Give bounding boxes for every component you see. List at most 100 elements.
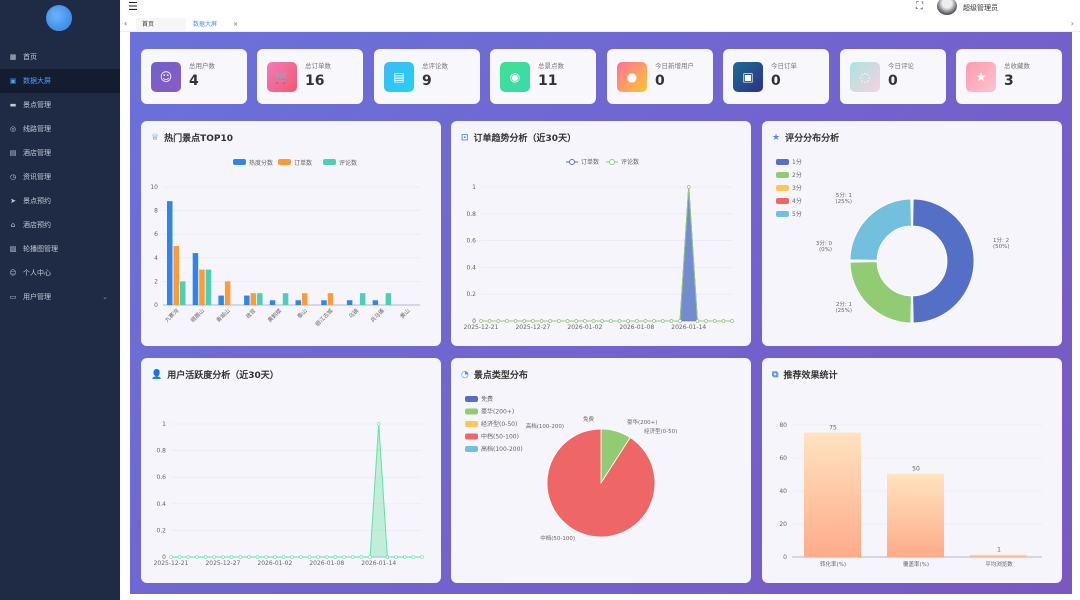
bar: [346, 300, 353, 305]
slice-label: 高档(100-200): [526, 422, 564, 430]
y-tick-label: 0: [472, 318, 476, 325]
tab-dashboard[interactable]: 数据大屏 ×: [187, 18, 241, 31]
pie-slice: [849, 261, 912, 324]
legend-label: 5分: [792, 210, 802, 218]
slice-label: 中档(50-100): [540, 534, 575, 542]
y-tick-label: 20: [779, 521, 787, 528]
y-tick-label: 0.2: [466, 291, 476, 298]
data-point: [583, 319, 587, 323]
legend-swatch: [465, 433, 478, 440]
y-tick-label: 1: [162, 421, 166, 428]
stat-value: 16: [305, 73, 325, 89]
tab-home[interactable]: 首页: [136, 18, 186, 31]
y-tick-label: 0: [162, 554, 166, 561]
legend-label: 2分: [792, 171, 802, 179]
panel-title-text: 热门景点TOP10: [164, 134, 233, 144]
data-point: [221, 555, 225, 559]
username[interactable]: 超级管理员: [963, 4, 998, 12]
sidebar-item-label: 酒店预约: [23, 221, 51, 229]
sidebar-item-label: 首页: [23, 53, 37, 61]
sidebar-item-label: 景点预约: [23, 197, 51, 205]
sidebar-item-10[interactable]: ▭ 用户管理 ⌄: [0, 285, 120, 309]
sidebar-item-label: 轮播图管理: [23, 245, 58, 253]
pie-icon: ◔: [461, 369, 469, 380]
y-tick-label: 0.8: [466, 211, 476, 218]
x-tick-label: 2025-12-27: [515, 324, 550, 331]
data-point: [479, 319, 483, 323]
data-point: [695, 319, 700, 323]
stat-value: 11: [538, 73, 558, 89]
data-point: [591, 319, 596, 323]
grid-icon: ▦: [9, 53, 17, 61]
x-tick-label: 九寨沟: [163, 306, 181, 324]
stat-card: ☺ 总用户数 4: [141, 49, 247, 104]
legend-swatch: [776, 185, 789, 191]
tab-scroll-right-icon[interactable]: ›: [1070, 19, 1074, 28]
sidebar-item-9[interactable]: ☺ 个人中心: [0, 261, 120, 285]
panel-title: ◔ 景点类型分布: [461, 368, 528, 382]
user-icon: ☺: [151, 62, 181, 92]
tab-scroll-left-icon[interactable]: ‹: [124, 19, 128, 28]
bar: [180, 281, 186, 305]
data-point: [669, 319, 674, 323]
data-label: 50: [912, 466, 920, 473]
bar: [321, 300, 327, 305]
sidebar-item-4[interactable]: ▤ 酒店管理: [0, 141, 120, 165]
bag-icon: ▣: [733, 62, 763, 92]
sidebar-item-8[interactable]: ▨ 轮播图管理: [0, 237, 120, 261]
stat-label: 总订单数: [305, 62, 331, 70]
sidebar-item-0[interactable]: ▦ 首页: [0, 45, 120, 69]
panel-top10: ♕ 热门景点TOP10 0 2 4 6 8 10 热度分数 订单数 评论数 九寨沟 峨眉山 青城山 故宫 黄鹤…: [141, 121, 441, 346]
legend-swatch: [465, 446, 478, 452]
bar: [192, 253, 199, 305]
slice-label: 3分: 0: [816, 239, 833, 247]
data-point: [539, 319, 544, 323]
data-point: [351, 555, 355, 559]
sidebar-item-1[interactable]: ▣ 数据大屏: [0, 69, 120, 93]
user-add-icon: ●: [617, 62, 647, 92]
news-icon: ◷: [9, 173, 17, 181]
menu-toggle-icon[interactable]: ☰: [128, 0, 138, 13]
data-point: [609, 319, 613, 323]
panel-rating: ★ 评分分布分析 1分 2分 3分 4分 5分 1分: 2 (50%) 2分: 1 (25%) 3分:…: [762, 121, 1062, 346]
bar: [250, 293, 257, 305]
data-point: [186, 555, 191, 559]
sidebar-nav: ▦ 首页 ▣ 数据大屏 ▬ 景点管理 ◎ 线路管理 ▤ 酒店管理 ◷ 资讯管理 ➤ 景点预约 ⌂ 酒店预约 ▨ 轮…: [0, 45, 120, 309]
bar: [167, 201, 173, 305]
x-tick-label: 兵马俑: [369, 307, 386, 324]
x-tick-label: 2026-01-08: [619, 324, 654, 331]
legend-label: 经济型(0-50): [481, 420, 517, 428]
chart-top10: 0 2 4 6 8 10 热度分数 订单数 评论数九寨沟 峨眉山 青城山 故宫 黄鹤楼 泰山 丽江古城 乌镇兵…: [150, 159, 420, 328]
user-icon: 👤: [151, 369, 163, 380]
chevron-down-icon[interactable]: ⌄: [102, 293, 108, 301]
data-point: [548, 319, 552, 323]
y-tick-label: 1: [472, 184, 476, 191]
bar: [269, 300, 276, 305]
slice-label: 1分: 2: [993, 236, 1009, 244]
slice-label: 豪华(200+): [627, 418, 657, 426]
sidebar-item-2[interactable]: ▬ 景点管理: [0, 93, 120, 117]
stat-value: 9: [422, 73, 432, 89]
slice-label: 5分: 1: [836, 191, 852, 199]
slice-label: 免费: [583, 415, 595, 423]
panel-activity: 👤 用户活跃度分析（近30天） 0 0.2 0.4 0.6 0.8 1 2025-12-21 20…: [141, 358, 441, 583]
data-point: [557, 319, 561, 323]
data-point: [513, 319, 518, 323]
sidebar-item-3[interactable]: ◎ 线路管理: [0, 117, 120, 141]
legend-swatch: [278, 159, 291, 165]
panel-title: ★ 评分分布分析: [772, 131, 839, 145]
sidebar-item-7[interactable]: ⌂ 酒店预约: [0, 213, 120, 237]
fullscreen-icon[interactable]: ⛶: [916, 1, 923, 12]
pie-slice: [912, 198, 975, 324]
stat-card: ▣ 今日订单 0: [723, 49, 829, 104]
data-point: [342, 555, 346, 559]
avatar[interactable]: [937, 0, 957, 15]
data-point: [203, 555, 208, 559]
stat-card: ● 今日新增用户 0: [607, 49, 713, 104]
close-icon[interactable]: ×: [232, 21, 238, 28]
sidebar-item-5[interactable]: ◷ 资讯管理: [0, 165, 120, 189]
legend-swatch: [233, 159, 246, 165]
legend-swatch: [776, 211, 789, 217]
sidebar-item-6[interactable]: ➤ 景点预约: [0, 189, 120, 213]
